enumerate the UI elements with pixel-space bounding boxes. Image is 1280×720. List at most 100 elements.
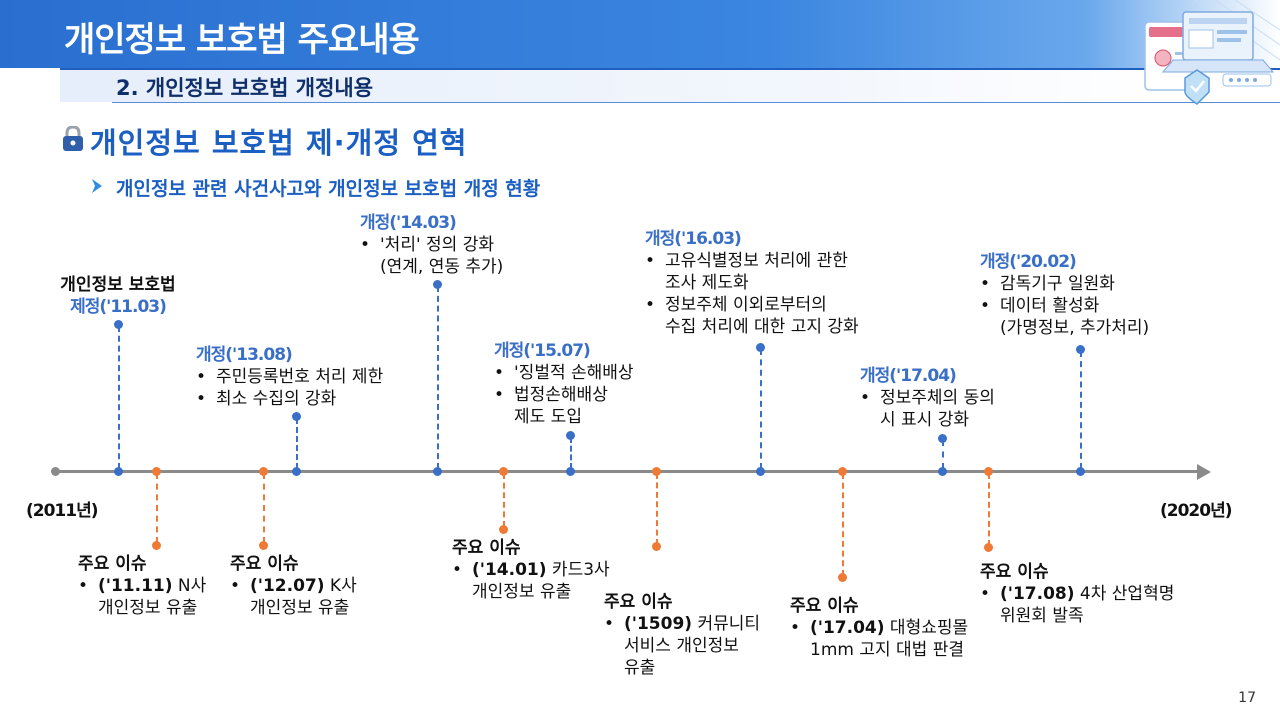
issue-1509-connector	[656, 473, 658, 545]
issue-text: 대형쇼핑몰	[884, 618, 969, 638]
revision-item: '징벌적 손해배상	[514, 363, 634, 383]
revision-1704: 개정('17.04) • 정보주체의 동의 시 표시 강화	[860, 366, 995, 430]
issue-1704-marker-axis	[838, 467, 847, 476]
revision-1507: 개정('15.07) • '징벌적 손해배상 • 법정손해배상 제도 도입	[494, 341, 634, 427]
page-number: 17	[1238, 690, 1256, 706]
issue-date: ('1509)	[624, 614, 693, 634]
rev-1308-marker-top	[292, 412, 301, 421]
revision-label: 개정('20.02)	[980, 252, 1077, 272]
revision-item-cont: 제도 도입	[514, 407, 582, 427]
issue-1111-marker-axis	[152, 467, 161, 476]
rev-1507-connector	[570, 437, 572, 469]
rev-1308-connector	[296, 418, 298, 469]
enact-marker-top	[114, 320, 123, 329]
rev-1507-marker-axis	[566, 467, 575, 476]
revision-1403: 개정('14.03) • '처리' 정의 강화 (연계, 연동 추가)	[360, 213, 504, 277]
issue-1704-connector	[842, 473, 844, 576]
issue-1207-connector	[263, 473, 265, 543]
rev-1603-marker-top	[756, 343, 765, 352]
header-banner	[0, 0, 1280, 68]
issue-1509: 주요 이슈 • ('1509) 커뮤니티 서비스 개인정보 유출	[604, 592, 761, 678]
issue-1708: 주요 이슈 • ('17.08) 4차 산업혁명 위원회 발족	[980, 562, 1175, 626]
issue-title: 주요 이슈	[980, 562, 1049, 582]
subheader-title: 2. 개인정보 보호법 개정내용	[116, 76, 374, 100]
revision-item: 주민등록번호 처리 제한	[216, 367, 384, 387]
enact-title: 개인정보 보호법	[60, 275, 176, 295]
revision-item-cont: 수집 처리에 대한 고지 강화	[665, 317, 859, 337]
issue-text-cont: 개인정보 유출	[472, 582, 572, 602]
revision-item-cont: 시 표시 강화	[880, 410, 970, 430]
subheader-divider	[60, 68, 1280, 70]
timeline-start-dot	[51, 467, 60, 476]
issue-1708-marker-bottom	[984, 543, 993, 552]
rev-1403-marker-top	[433, 280, 442, 289]
issue-1111-marker-bottom	[152, 541, 161, 550]
issue-1401-marker-axis	[499, 467, 508, 476]
rev-2002-marker-top	[1076, 345, 1085, 354]
issue-1207-marker-axis	[259, 467, 268, 476]
page-title: 개인정보 보호법 주요내용	[64, 20, 420, 60]
issue-text: 커뮤니티	[692, 614, 761, 634]
issue-title: 주요 이슈	[78, 554, 147, 574]
issue-text: K사	[324, 576, 357, 596]
issue-1704-marker-bottom	[838, 573, 847, 582]
revision-item-cont: 조사 제도화	[665, 273, 749, 293]
revision-item: 법정손해배상	[514, 385, 608, 405]
revision-label: 개정('14.03)	[360, 213, 457, 233]
issue-1207: 주요 이슈 • ('12.07) K사 개인정보 유출	[230, 554, 357, 618]
timeline-axis	[55, 470, 1200, 473]
issue-text: 카드3사	[546, 560, 610, 580]
issue-title: 주요 이슈	[790, 596, 859, 616]
revision-item-cont: (연계, 연동 추가)	[380, 257, 504, 277]
rev-2002-marker-axis	[1076, 467, 1085, 476]
issue-title: 주요 이슈	[452, 538, 521, 558]
issue-1111-connector	[156, 473, 158, 543]
issue-date: ('17.04)	[810, 618, 885, 638]
issue-1401-connector	[503, 473, 505, 527]
chevron-right-icon	[92, 179, 102, 193]
timeline-arrow-icon	[1197, 464, 1211, 480]
enact-marker-axis	[114, 467, 123, 476]
issue-text-cont: 개인정보 유출	[250, 598, 350, 618]
revision-item: 감독기구 일원화	[1000, 274, 1115, 294]
issue-1708-marker-axis	[984, 467, 993, 476]
issue-text-cont: 개인정보 유출	[98, 598, 198, 618]
issue-text-cont: 유출	[624, 658, 656, 678]
revision-label: 개정('16.03)	[645, 229, 742, 249]
revision-item: 데이터 활성화	[1000, 296, 1100, 316]
issue-date: ('14.01)	[472, 560, 547, 580]
revision-item: 최소 수집의 강화	[216, 389, 337, 409]
issue-text: N사	[172, 576, 207, 596]
revision-label: 개정('17.04)	[860, 366, 957, 386]
enact-label-group: 개인정보 보호법 제정('11.03)	[52, 274, 184, 318]
rev-1507-marker-top	[566, 431, 575, 440]
enact-connector	[118, 326, 120, 469]
issue-text: 4차 산업혁명	[1074, 584, 1175, 604]
issue-1704: 주요 이슈 • ('17.04) 대형쇼핑몰 1mm 고지 대법 판결	[790, 596, 969, 660]
issue-1401-marker-bottom	[499, 525, 508, 534]
subheader-underline	[112, 102, 1280, 103]
rev-1403-marker-axis	[433, 467, 442, 476]
rev-1704-marker-top	[938, 434, 947, 443]
rev-1603-connector	[760, 349, 762, 469]
issue-text-cont: 1mm 고지 대법 판결	[810, 640, 964, 660]
revision-item: 정보주체 이외로부터의	[665, 295, 827, 315]
rev-1308-marker-axis	[292, 467, 301, 476]
revision-2002: 개정('20.02) • 감독기구 일원화 • 데이터 활성화 (가명정보, 추가처…	[980, 252, 1150, 338]
revision-item: 고유식별정보 처리에 관한	[665, 251, 848, 271]
subheader-band	[60, 68, 1160, 102]
issue-date: ('12.07)	[250, 576, 325, 596]
issue-date: ('17.08)	[1000, 584, 1075, 604]
issue-text-cont: 서비스 개인정보	[624, 636, 739, 656]
issue-1509-marker-axis	[652, 467, 661, 476]
enact-date: 제정('11.03)	[70, 297, 167, 317]
issue-title: 주요 이슈	[230, 554, 299, 574]
issue-1207-marker-bottom	[259, 541, 268, 550]
rev-2002-connector	[1080, 351, 1082, 469]
rev-1704-connector	[942, 440, 944, 469]
rev-1704-marker-axis	[938, 467, 947, 476]
timeline-start-label: (2011년)	[26, 501, 98, 521]
section-title: 개인정보 보호법 제·개정 연혁	[90, 126, 468, 160]
issue-text-cont: 위원회 발족	[1000, 606, 1084, 626]
issue-1111: 주요 이슈 • ('11.11) N사 개인정보 유출	[78, 554, 207, 618]
